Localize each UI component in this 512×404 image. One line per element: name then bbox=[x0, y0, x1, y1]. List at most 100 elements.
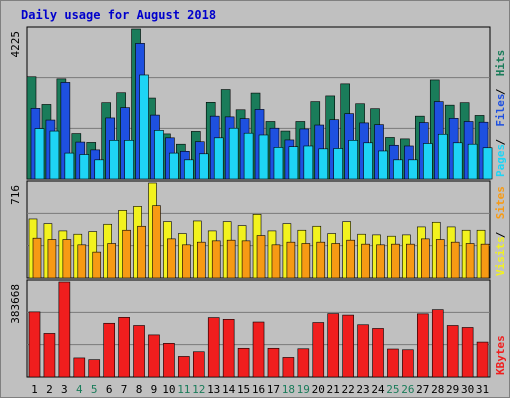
x-tick-label-21: 21 bbox=[327, 383, 340, 396]
bar-kbytes-kbytes-6 bbox=[103, 322, 115, 378]
x-tick-label-2: 2 bbox=[46, 383, 53, 396]
chart-title: Daily usage for August 2018 bbox=[21, 8, 216, 22]
bar-kbytes-kbytes-23 bbox=[357, 324, 369, 378]
legend-kbytes: KBytes bbox=[494, 335, 507, 375]
legend-hits: Hits bbox=[494, 50, 507, 77]
bar-pages_files_hits-pages-2 bbox=[49, 130, 60, 180]
bar-pages_files_hits-pages-10 bbox=[169, 152, 179, 180]
bar-visits_sites-sites-7 bbox=[122, 229, 131, 279]
bar-pages_files_hits-pages-6 bbox=[109, 140, 119, 180]
x-tick-label-30: 30 bbox=[461, 383, 474, 396]
bar-kbytes-kbytes-22 bbox=[342, 314, 354, 378]
bar-visits_sites-sites-10 bbox=[167, 238, 176, 279]
bar-kbytes-kbytes-8 bbox=[133, 325, 145, 378]
x-tick-label-20: 20 bbox=[312, 383, 325, 396]
bar-pages_files_hits-pages-30 bbox=[467, 143, 478, 180]
bar-pages_files_hits-pages-27 bbox=[423, 143, 433, 180]
bar-pages_files_hits-pages-18 bbox=[288, 146, 299, 180]
bar-visits_sites-sites-19 bbox=[301, 243, 311, 279]
bar-pages_files_hits-pages-7 bbox=[124, 140, 134, 180]
ymax-label-visits_sites: 716 bbox=[9, 185, 22, 205]
bar-pages_files_hits-pages-15 bbox=[243, 132, 254, 180]
legend- /: / bbox=[494, 88, 507, 95]
bar-visits_sites-sites-30 bbox=[465, 243, 475, 279]
x-tick-label-8: 8 bbox=[136, 383, 143, 396]
bar-kbytes-kbytes-7 bbox=[118, 317, 130, 378]
x-tick-label-28: 28 bbox=[431, 383, 444, 396]
x-tick-label-11: 11 bbox=[177, 383, 190, 396]
x-tick-label-12: 12 bbox=[192, 383, 205, 396]
x-tick-label-14: 14 bbox=[222, 383, 236, 396]
x-tick-label-19: 19 bbox=[297, 383, 310, 396]
bar-kbytes-kbytes-10 bbox=[163, 343, 175, 378]
bar-visits_sites-sites-31 bbox=[480, 243, 490, 279]
bar-pages_files_hits-pages-4 bbox=[79, 154, 90, 180]
x-tick-label-31: 31 bbox=[476, 383, 489, 396]
bar-kbytes-kbytes-19 bbox=[297, 348, 310, 378]
bar-visits_sites-sites-3 bbox=[62, 239, 72, 279]
bar-visits_sites-sites-8 bbox=[137, 225, 146, 279]
legend- /: / bbox=[494, 231, 507, 238]
x-tick-label-25: 25 bbox=[386, 383, 399, 396]
bar-visits_sites-sites-27 bbox=[421, 238, 430, 279]
bar-pages_files_hits-pages-5 bbox=[94, 159, 105, 180]
bar-visits_sites-sites-16 bbox=[256, 235, 266, 279]
bar-kbytes-kbytes-28 bbox=[431, 309, 444, 378]
bar-kbytes-kbytes-21 bbox=[327, 313, 340, 378]
bar-pages_files_hits-pages-29 bbox=[452, 142, 463, 180]
bar-kbytes-kbytes-30 bbox=[461, 327, 474, 378]
bar-pages_files_hits-pages-23 bbox=[363, 142, 373, 180]
bar-kbytes-kbytes-5 bbox=[88, 359, 101, 378]
x-tick-label-26: 26 bbox=[401, 383, 414, 396]
bar-pages_files_hits-pages-1 bbox=[34, 128, 45, 180]
bar-visits_sites-sites-12 bbox=[196, 241, 206, 279]
bar-pages_files_hits-pages-28 bbox=[437, 133, 448, 180]
bar-kbytes-kbytes-14 bbox=[222, 319, 235, 378]
ymax-label-pages_files_hits: 4225 bbox=[9, 31, 22, 58]
bar-visits_sites-sites-25 bbox=[391, 243, 400, 279]
bar-visits_sites-sites-4 bbox=[77, 244, 87, 279]
bar-visits_sites-sites-13 bbox=[211, 240, 221, 279]
bar-pages_files_hits-pages-9 bbox=[154, 130, 164, 180]
bar-visits_sites-sites-20 bbox=[316, 241, 326, 279]
legend-pages: Pages bbox=[494, 144, 507, 177]
bar-kbytes-kbytes-13 bbox=[207, 317, 220, 378]
bar-pages_files_hits-pages-22 bbox=[348, 140, 358, 180]
bar-visits_sites-sites-29 bbox=[450, 241, 460, 279]
bar-visits_sites-sites-18 bbox=[286, 241, 296, 279]
bar-pages_files_hits-pages-17 bbox=[273, 147, 284, 180]
bar-kbytes-kbytes-26 bbox=[402, 349, 414, 378]
x-tick-label-9: 9 bbox=[151, 383, 158, 396]
bar-kbytes-kbytes-3 bbox=[58, 281, 71, 378]
x-tick-label-18: 18 bbox=[282, 383, 295, 396]
bar-visits_sites-sites-28 bbox=[435, 239, 445, 279]
bar-kbytes-kbytes-11 bbox=[178, 356, 190, 378]
bar-visits_sites-sites-9 bbox=[152, 205, 161, 279]
bar-pages_files_hits-pages-21 bbox=[333, 148, 344, 180]
legend-sites: Sites bbox=[494, 186, 507, 219]
x-tick-label-29: 29 bbox=[446, 383, 459, 396]
bar-pages_files_hits-pages-19 bbox=[303, 145, 314, 180]
bar-kbytes-kbytes-31 bbox=[476, 341, 489, 378]
bar-visits_sites-sites-14 bbox=[226, 239, 236, 279]
bar-visits_sites-sites-26 bbox=[406, 243, 415, 279]
bar-pages_files_hits-pages-24 bbox=[378, 150, 388, 180]
bar-kbytes-kbytes-18 bbox=[282, 357, 295, 378]
bar-kbytes-kbytes-9 bbox=[148, 334, 160, 378]
x-tick-label-13: 13 bbox=[207, 383, 220, 396]
x-tick-label-4: 4 bbox=[76, 383, 83, 396]
x-tick-label-6: 6 bbox=[106, 383, 113, 396]
bar-kbytes-kbytes-1 bbox=[28, 311, 41, 378]
x-tick-label-23: 23 bbox=[356, 383, 369, 396]
bar-visits_sites-sites-6 bbox=[107, 243, 116, 279]
bar-pages_files_hits-pages-14 bbox=[228, 127, 239, 180]
x-tick-label-16: 16 bbox=[252, 383, 265, 396]
bar-pages_files_hits-pages-20 bbox=[318, 148, 329, 180]
bar-pages_files_hits-pages-16 bbox=[258, 134, 269, 180]
x-tick-label-27: 27 bbox=[416, 383, 429, 396]
bar-kbytes-kbytes-20 bbox=[312, 322, 325, 378]
x-tick-label-3: 3 bbox=[61, 383, 68, 396]
bar-pages_files_hits-pages-11 bbox=[184, 159, 194, 180]
